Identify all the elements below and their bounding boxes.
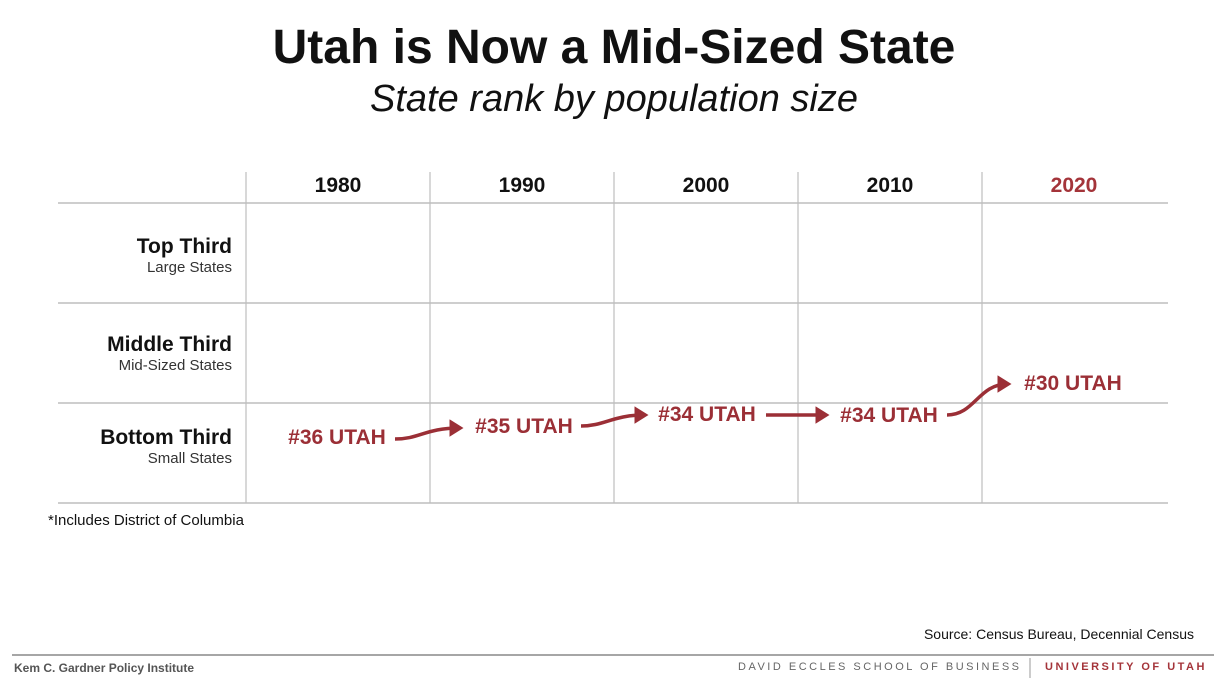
trend-arrow-2 bbox=[580, 406, 649, 428]
row-title: Middle Third bbox=[107, 333, 232, 356]
row-label-middle-third: Middle Third Mid-Sized States bbox=[40, 333, 232, 374]
row-title: Top Third bbox=[136, 235, 232, 258]
rank-label-2020: #30 UTAH bbox=[1024, 372, 1122, 395]
footer-institute: Kem C. Gardner Policy Institute bbox=[14, 661, 195, 675]
rank-label-2010: #34 UTAH bbox=[840, 404, 938, 427]
row-subtitle: Mid-Sized States bbox=[118, 357, 232, 374]
column-header-2010: 2010 bbox=[866, 174, 914, 197]
column-header-2020: 2020 bbox=[1050, 174, 1098, 197]
row-subtitle: Large States bbox=[146, 259, 232, 276]
row-subtitle: Small States bbox=[147, 450, 232, 467]
rank-label-2000: #34 UTAH bbox=[658, 403, 756, 426]
rank-label-1980: #36 UTAH bbox=[288, 426, 386, 449]
chart-subtitle: State rank by population size bbox=[370, 78, 858, 120]
footnote: *Includes District of Columbia bbox=[48, 512, 244, 529]
column-header-1980: 1980 bbox=[314, 174, 362, 197]
footer-school: DAVID ECCLES SCHOOL OF BUSINESS bbox=[738, 661, 1022, 673]
rank-label-1990: #35 UTAH bbox=[475, 415, 573, 438]
row-label-bottom-third: Bottom Third Small States bbox=[40, 426, 232, 467]
column-header-2000: 2000 bbox=[682, 174, 730, 197]
chart-title: Utah is Now a Mid-Sized State bbox=[272, 21, 956, 74]
trend-arrow-1 bbox=[394, 419, 464, 441]
row-label-top-third: Top Third Large States bbox=[40, 235, 232, 276]
source-note: Source: Census Bureau, Decennial Census bbox=[923, 626, 1194, 642]
trend-arrow-4 bbox=[946, 375, 1012, 417]
footer-university-logo: UNIVERSITY OF UTAH bbox=[1045, 661, 1207, 673]
row-title: Bottom Third bbox=[100, 426, 232, 449]
column-header-1990: 1990 bbox=[498, 174, 546, 197]
